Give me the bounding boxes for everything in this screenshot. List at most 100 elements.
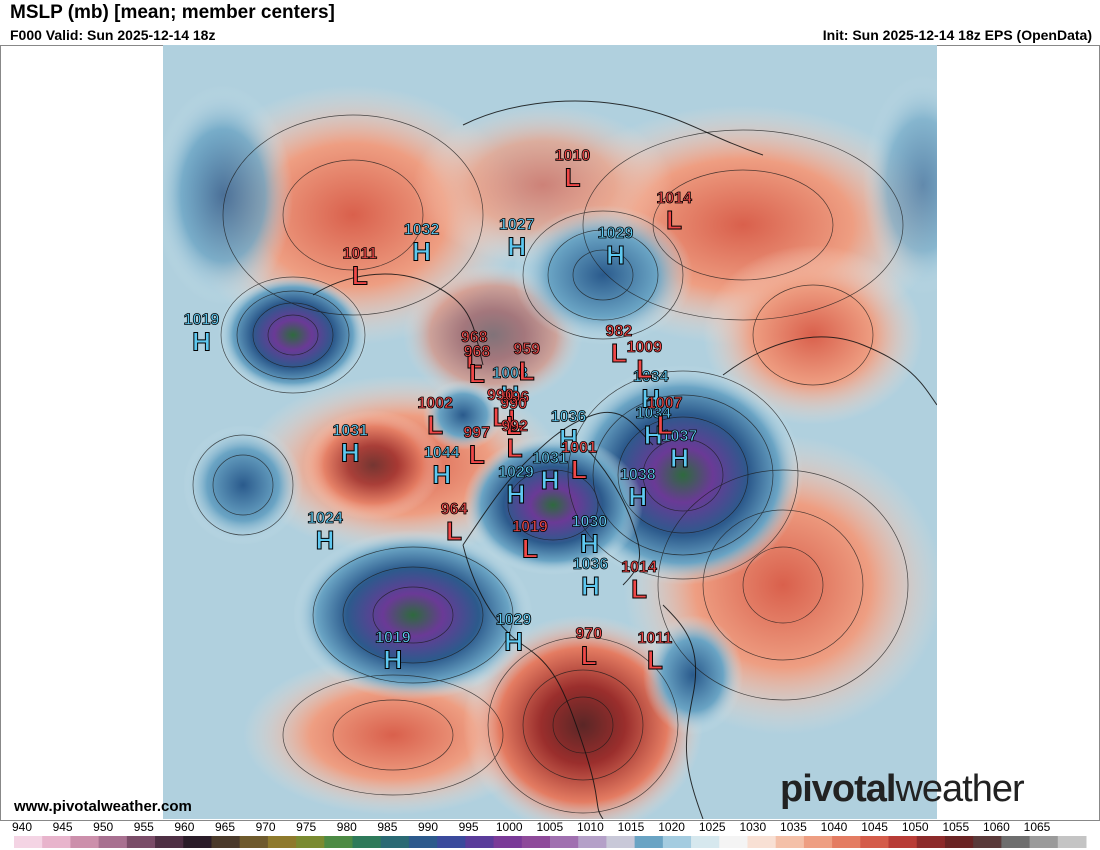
center-type-symbol: H: [432, 459, 451, 489]
center-type-symbol: H: [412, 237, 431, 267]
center-pressure-value: 996: [503, 389, 530, 406]
center-type-symbol: H: [644, 420, 663, 450]
colorbar-tick-label: 1050: [902, 820, 929, 834]
center-type-symbol: H: [501, 380, 520, 410]
colorbar-swatch: [324, 836, 354, 848]
colorbar-swatch: [211, 836, 241, 848]
colorbar-tick-label: 945: [53, 820, 73, 834]
center-type-symbol: H: [541, 465, 560, 495]
colorbar-tick-label: 995: [459, 820, 479, 834]
center-type-symbol: H: [192, 327, 211, 357]
center-pressure-value: 1009: [627, 339, 663, 356]
colorbar-tick-label: 940: [12, 820, 32, 834]
colorbar-swatch: [634, 836, 664, 848]
colorbar-tick-label: 1015: [618, 820, 645, 834]
colorbar-swatch: [380, 836, 410, 848]
center-type-symbol: H: [507, 231, 526, 261]
center-pressure-value: 1027: [499, 216, 535, 233]
center-pressure-value: 1001: [561, 440, 597, 457]
center-type-symbol: L: [466, 344, 482, 374]
coastlines: [312, 100, 937, 819]
center-pressure-value: 1002: [417, 395, 453, 412]
center-type-symbol: L: [508, 404, 524, 434]
center-pressure-value: 1010: [555, 148, 591, 165]
colorbar-tick-label: 990: [418, 820, 438, 834]
center-type-symbol: L: [611, 338, 627, 368]
colorbar-swatch: [662, 836, 692, 848]
colorbar-tick-label: 950: [93, 820, 113, 834]
center-type-symbol: H: [316, 525, 335, 555]
center-type-symbol: L: [581, 640, 597, 670]
center-pressure-value: 1036: [551, 408, 587, 425]
colorbar-swatch: [352, 836, 382, 848]
center-type-symbol: L: [352, 260, 368, 290]
center-pressure-value: 1032: [404, 222, 440, 239]
center-pressure-value: 1034: [633, 368, 669, 385]
colorbar-tick-label: 1055: [942, 820, 969, 834]
pressure-colorbar: 940 945 950 955 960 965 970 975 980 985 990 995 1000…: [12, 820, 1087, 848]
colorbar-swatch: [155, 836, 184, 848]
center-pressure-value: 1019: [375, 629, 411, 646]
center-type-symbol: L: [666, 205, 682, 235]
colorbar-swatch: [98, 836, 128, 848]
center-type-symbol: L: [522, 533, 538, 563]
colorbar-tick-label: 1040: [821, 820, 848, 834]
colorbar-swatch: [606, 836, 636, 848]
center-type-symbol: H: [559, 423, 578, 453]
center-type-symbol: H: [580, 528, 599, 558]
colorbar-tick-label: 1025: [699, 820, 726, 834]
center-pressure-value: 990: [487, 387, 514, 404]
center-pressure-value: 1036: [573, 556, 609, 573]
center-pressure-value: 1044: [424, 444, 460, 461]
colorbar-swatch: [860, 836, 890, 848]
center-type-symbol: L: [492, 402, 508, 432]
colorbar-tick-label: 965: [215, 820, 235, 834]
center-pressure-value: 1029: [598, 225, 634, 242]
center-pressure-value: 1030: [572, 513, 608, 530]
center-pressure-value: 1003: [492, 365, 528, 382]
colorbar-tick-label: 970: [256, 820, 276, 834]
center-pressure-value: 968: [464, 344, 491, 361]
center-pressure-value: 1011: [638, 630, 673, 647]
colorbar-tick-label: 985: [377, 820, 397, 834]
center-pressure-value: 1014: [656, 190, 692, 207]
colorbar-swatch: [1029, 836, 1059, 848]
center-type-symbol: L: [571, 455, 587, 485]
colorbar-swatch: [493, 836, 523, 848]
colorbar-swatch: [944, 836, 974, 848]
center-pressure-value: 1037: [662, 428, 698, 445]
center-pressure-value: 1031: [532, 450, 568, 467]
site-url[interactable]: www.pivotalweather.com: [14, 798, 192, 815]
colorbar-swatch: [832, 836, 861, 848]
center-type-symbol: H: [383, 644, 402, 674]
colorbar-swatch: [42, 836, 71, 848]
center-pressure-value: 1019: [512, 518, 548, 535]
center-type-symbol: H: [670, 443, 689, 473]
colorbar-tick-label: 1045: [861, 820, 888, 834]
colorbar-tick-label: 1010: [577, 820, 604, 834]
